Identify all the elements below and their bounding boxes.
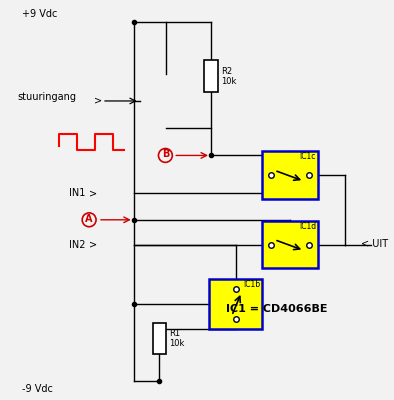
Text: IC1b: IC1b [243, 280, 260, 289]
Bar [152, 323, 166, 354]
Text: A: A [85, 214, 93, 224]
Bar [209, 279, 262, 329]
Text: stuuringang: stuuringang [18, 92, 77, 102]
Text: >: > [89, 188, 97, 198]
Text: B: B [162, 150, 169, 160]
Text: R2: R2 [221, 67, 232, 76]
Bar [262, 221, 318, 268]
Text: -9 Vdc: -9 Vdc [22, 384, 53, 394]
Text: IC1 = CD4066BE: IC1 = CD4066BE [226, 304, 327, 314]
Text: >: > [94, 96, 102, 106]
Text: < UIT: < UIT [361, 238, 388, 248]
Text: IN1: IN1 [69, 188, 86, 198]
Text: 10k: 10k [169, 339, 185, 348]
Text: R1: R1 [169, 329, 180, 338]
Text: +9 Vdc: +9 Vdc [22, 9, 57, 19]
Text: IC1c: IC1c [299, 152, 316, 162]
Text: 10k: 10k [221, 77, 236, 86]
Bar [204, 60, 218, 92]
Bar [262, 152, 318, 199]
Text: IN2: IN2 [69, 240, 86, 250]
Text: >: > [89, 240, 97, 250]
Text: IC1d: IC1d [299, 222, 316, 231]
